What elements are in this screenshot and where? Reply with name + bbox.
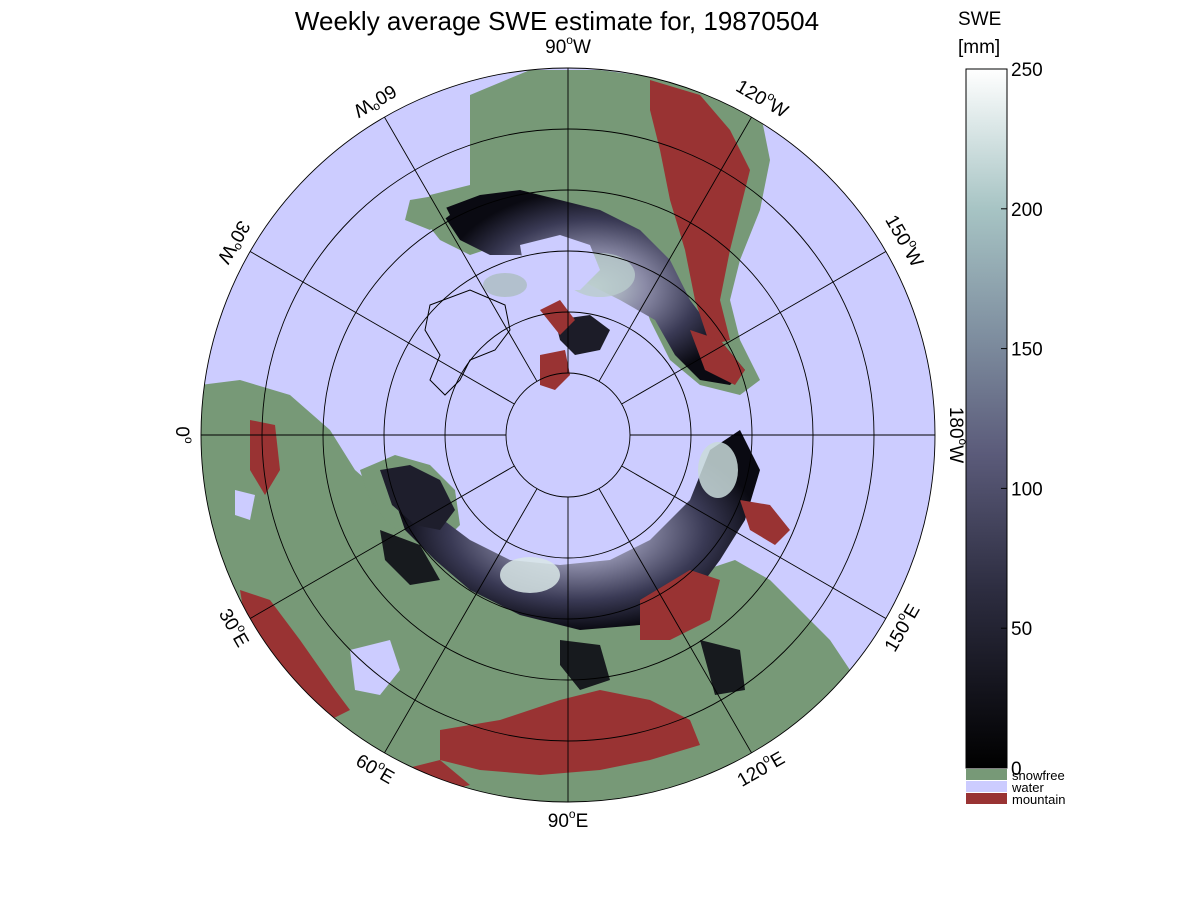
meridians <box>201 68 935 802</box>
meridian-line <box>621 465 887 619</box>
snow-north-america <box>440 190 745 385</box>
hudson-bay <box>520 235 600 290</box>
colorbar-tick-label: 200 <box>1011 200 1043 221</box>
meridian-line <box>384 488 538 754</box>
colorbar-tick-label: 50 <box>1011 619 1032 640</box>
meridian-line <box>598 488 752 754</box>
meridian-line <box>384 116 538 382</box>
colorbar-title-line2: [mm] <box>958 37 1000 58</box>
greenland-outline <box>424 289 511 396</box>
longitude-label: 0o <box>171 426 196 444</box>
category-swatch <box>966 769 1007 780</box>
colorbar: SWE [mm] 0 50 100 150 200 250 snowfreewatermo… <box>958 9 1065 807</box>
longitude-label: 180oW <box>945 407 970 463</box>
meridian-line <box>249 465 515 619</box>
category-label: snowfree <box>1012 768 1065 783</box>
category-label: water <box>1011 780 1044 795</box>
colorbar-tick-label: 100 <box>1011 479 1043 500</box>
colorbar-gradient <box>965 68 1008 769</box>
snow-eurasia <box>395 430 760 630</box>
colorbar-title-line1: SWE <box>958 9 1001 30</box>
colorbar-tick-label: 0 <box>1011 759 1022 780</box>
meridian-line <box>598 116 752 382</box>
category-swatch <box>966 781 1007 792</box>
chart-title: Weekly average SWE estimate for, 1987050… <box>295 6 819 36</box>
longitude-label: 90oW <box>545 33 591 58</box>
category-label: mountain <box>1012 792 1065 807</box>
meridian-line <box>249 251 515 405</box>
colorbar-ticks: 0 50 100 150 200 250 <box>1001 60 1043 780</box>
meridian-line <box>621 251 887 405</box>
colorbar-tick-label: 150 <box>1011 340 1043 361</box>
colorbar-tick-label: 250 <box>1011 60 1043 81</box>
polar-map <box>201 68 935 802</box>
category-swatch <box>966 793 1007 804</box>
longitude-label: 90oE <box>548 807 589 832</box>
mountain-regions <box>240 80 790 795</box>
